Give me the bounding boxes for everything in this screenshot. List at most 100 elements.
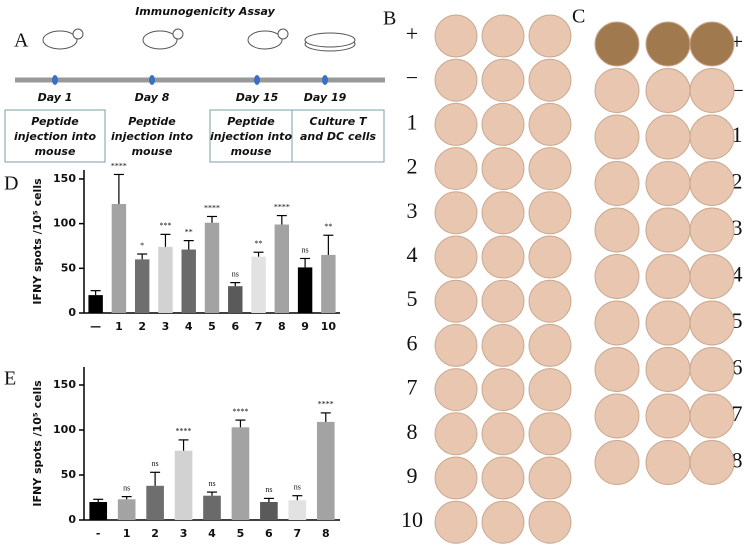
row-label: 6 [407,330,418,355]
significance: * [140,241,144,250]
y-tick-label: 50 [61,261,77,274]
well [434,102,478,146]
well [645,21,691,67]
well [481,191,525,235]
row-label: + [406,21,418,46]
well [645,254,691,299]
row-label: 3 [732,215,743,240]
well [434,191,478,235]
well [594,68,640,113]
bar [89,502,108,520]
well [645,207,691,253]
y-axis-label: IFNY spots /10⁵ cells [31,178,44,305]
well [689,393,735,439]
x-tick-label: - [96,527,101,540]
bar [158,246,173,313]
row-label: 9 [407,463,418,488]
row-label: 4 [407,242,418,267]
row-label: 4 [732,262,743,287]
x-tick-label: 8 [322,527,330,540]
x-tick-label: 3 [162,320,170,333]
well [528,279,572,323]
significance: ns [265,485,272,494]
bar [146,485,164,520]
x-tick-label: 5 [237,527,245,540]
step-text: Peptide [128,115,176,128]
well [689,440,735,485]
well [481,102,525,146]
well [645,393,691,439]
significance: ns [294,483,301,492]
step-text: mouse [132,145,173,158]
well [645,300,691,346]
well [594,21,640,67]
well [434,147,478,191]
well [594,300,640,346]
timeline-dots [52,75,328,85]
assay-title: Immunogenicity Assay [135,5,275,18]
well [434,279,478,323]
well [434,368,478,412]
well [689,347,735,392]
well [689,207,735,253]
well [645,68,691,113]
well [481,58,525,102]
well [481,323,525,367]
bar [251,256,266,313]
significance: ** [185,227,193,236]
well [528,102,572,146]
y-tick-label: 0 [68,306,76,319]
well [689,68,735,113]
mouse-icons [42,28,356,52]
y-tick-label: 150 [53,378,76,391]
significance: **** [274,202,290,211]
well [528,412,572,456]
row-label: 6 [732,355,743,380]
well [481,147,525,191]
y-tick-label: 100 [53,423,76,436]
step-text: injection into [111,130,193,143]
step-text: injection into [210,130,292,143]
bar [111,203,127,313]
well [481,368,525,412]
panel-label: A [14,30,29,52]
well [645,440,691,485]
day-label: Day 8 [135,91,170,104]
row-label: 2 [732,169,743,194]
bar [181,249,196,313]
well [528,323,572,367]
well [481,456,525,500]
x-tick-label: 7 [255,320,263,333]
x-tick-label: 6 [265,527,273,540]
step-text: mouse [231,145,272,158]
well [481,235,525,279]
x-tick-label: — [90,320,101,333]
day-label: Day 19 [304,91,347,104]
row-label: 5 [407,286,418,311]
well [594,161,640,206]
well [528,147,572,191]
well [481,412,525,456]
well [481,14,525,58]
step-text: and DC cells [300,130,377,143]
x-tick-label: 7 [294,527,302,540]
bar [231,427,250,520]
x-tick-label: 6 [231,320,239,333]
significance: **** [111,161,127,170]
bar [260,502,278,520]
row-label: 8 [732,448,743,473]
well [645,347,691,392]
significance: ** [255,239,263,248]
bar [88,295,103,313]
x-tick-label: 8 [278,320,286,333]
row-label: 8 [407,419,418,444]
well [689,114,735,160]
well [481,500,525,544]
well [434,456,478,500]
panel-label: B [383,8,396,30]
bar [274,224,290,313]
bar [288,500,307,520]
well [594,393,640,439]
